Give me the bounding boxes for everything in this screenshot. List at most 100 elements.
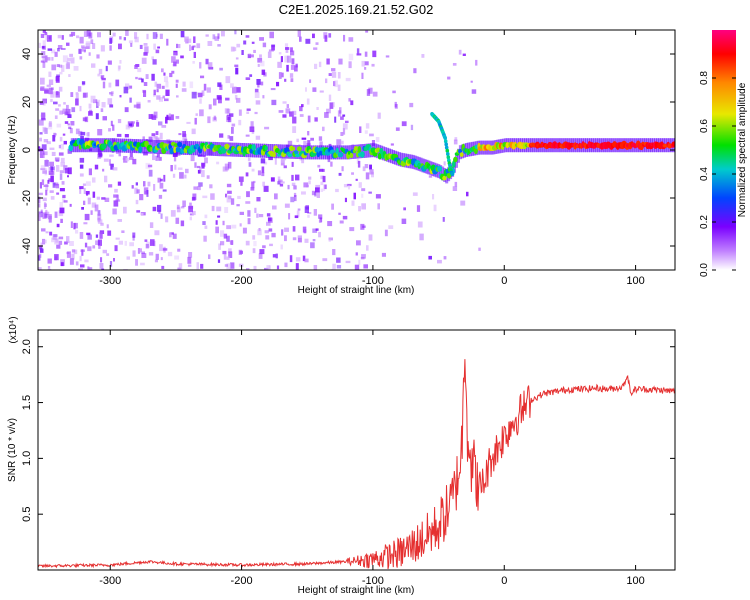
spectrogram-noise-cell xyxy=(175,116,180,119)
spectrogram-noise-cell xyxy=(58,64,63,68)
spectrogram-noise-cell xyxy=(204,225,208,229)
spectrogram-noise-cell xyxy=(60,262,64,267)
spectrogram-noise-cell xyxy=(41,179,45,186)
spectrogram-noise-cell xyxy=(224,264,228,267)
spectrogram-trace-cell xyxy=(272,151,276,158)
spectrogram-noise-cell xyxy=(71,253,75,260)
spectrogram-noise-cell xyxy=(83,50,86,53)
spectrogram-noise-cell xyxy=(118,150,121,157)
spectrogram-y-tick-label: -20 xyxy=(21,190,33,206)
spectrogram-noise-cell xyxy=(156,153,160,158)
spectrogram-noise-cell xyxy=(264,126,270,130)
spectrogram-noise-cell xyxy=(181,206,185,209)
spectrogram-branch-cell xyxy=(443,139,448,144)
spectrogram-noise-cell xyxy=(81,207,84,210)
spectrogram-noise-cell xyxy=(253,241,257,247)
spectrogram-noise-cell xyxy=(332,263,336,270)
spectrogram-noise-cell xyxy=(56,159,60,162)
spectrogram-noise-cell xyxy=(324,35,328,42)
spectrogram-noise-cell xyxy=(59,202,63,209)
spectrogram-noise-cell xyxy=(43,33,48,36)
spectrogram-noise-cell xyxy=(259,54,262,58)
spectrogram-noise-cell xyxy=(75,229,79,234)
spectrogram-noise-cell xyxy=(428,255,432,260)
spectrogram-noise-cell xyxy=(100,45,105,52)
spectrogram-noise-cell xyxy=(187,38,192,43)
spectrogram-trace-halo xyxy=(171,140,175,155)
spectrogram-noise-cell xyxy=(41,144,47,150)
spectrogram-noise-cell xyxy=(354,264,360,270)
spectrogram-noise-cell xyxy=(224,108,229,114)
spectrogram-noise-cell xyxy=(203,235,207,242)
spectrogram-noise-cell xyxy=(359,126,362,133)
spectrogram-noise-cell xyxy=(338,212,341,215)
spectrogram-noise-cell xyxy=(177,248,181,252)
spectrogram-noise-cell xyxy=(355,178,358,181)
spectrogram-noise-cell xyxy=(69,241,74,246)
spectrogram-noise-cell xyxy=(320,188,324,192)
spectrogram-noise-cell xyxy=(83,222,88,225)
spectrogram-noise-cell xyxy=(263,185,269,192)
spectrogram-noise-cell xyxy=(364,130,368,134)
spectrogram-noise-cell xyxy=(77,86,82,92)
spectrogram-noise-cell xyxy=(66,251,71,258)
spectrogram-noise-cell xyxy=(245,35,250,38)
snr-y-multiplier: (x10⁴) xyxy=(8,316,19,343)
spectrogram-noise-cell xyxy=(281,72,284,78)
spectrogram-noise-cell xyxy=(145,74,149,79)
snr-y-axis: 0.5 1.0 1.5 2.0 xyxy=(21,339,675,522)
spectrogram-noise-cell xyxy=(222,220,225,226)
spectrogram-noise-cell xyxy=(293,192,297,197)
spectrogram-noise-cell xyxy=(299,106,303,112)
spectrogram-noise-cell xyxy=(46,141,51,145)
spectrogram-noise-cell xyxy=(49,231,53,236)
spectrogram-noise-cell xyxy=(184,174,187,179)
spectrogram-noise-cell xyxy=(60,143,64,150)
spectrogram-noise-cell xyxy=(64,121,69,124)
spectrogram-noise-cell xyxy=(165,89,170,96)
spectrogram-noise-cell xyxy=(216,206,222,212)
spectrogram-noise-cell xyxy=(299,36,302,42)
spectrogram-noise-cell xyxy=(216,161,220,165)
spectrogram-noise-cell xyxy=(197,169,201,174)
spectrogram-noise-cell xyxy=(51,57,54,61)
spectrogram-noise-cell xyxy=(170,165,173,172)
spectrogram-noise-cell xyxy=(188,206,193,213)
spectrogram-noise-cell xyxy=(228,248,232,253)
spectrogram-noise-cell xyxy=(143,151,148,156)
spectrogram-noise-cell xyxy=(78,268,83,270)
spectrogram-noise-cell xyxy=(153,135,158,139)
spectrogram-noise-cell xyxy=(291,182,296,186)
spectrogram-noise-cell xyxy=(96,54,100,59)
spectrogram-noise-cell xyxy=(206,87,211,93)
spectrogram-noise-cell xyxy=(364,51,368,57)
spectrogram-noise-cell xyxy=(69,128,73,134)
spectrogram-noise-cell xyxy=(262,245,266,249)
spectrogram-noise-cell xyxy=(336,257,341,263)
spectrogram-noise-cell xyxy=(65,108,71,115)
spectrogram-noise-cell xyxy=(375,194,381,199)
spectrogram-noise-cell xyxy=(102,81,106,89)
spectrogram-noise-cell xyxy=(246,268,250,270)
spectrogram-noise-cell xyxy=(40,165,46,170)
spectrogram-noise-cell xyxy=(294,65,298,72)
spectrogram-noise-cell xyxy=(454,181,458,187)
spectrogram-noise-cell xyxy=(314,191,317,197)
spectrogram-trace-cell xyxy=(453,156,458,163)
spectrogram-noise-cell xyxy=(225,97,230,101)
spectrogram-noise-cell xyxy=(107,98,113,105)
spectrogram-noise-cell xyxy=(43,139,49,143)
spectrogram-noise-cell xyxy=(220,241,225,246)
spectrogram-noise-cell xyxy=(307,115,311,123)
spectrogram-noise-cell xyxy=(144,46,149,54)
spectrogram-noise-cell xyxy=(264,269,269,270)
spectrogram-noise-cell xyxy=(231,123,236,127)
spectrogram-noise-cell xyxy=(224,163,230,171)
spectrogram-noise-cell xyxy=(151,133,156,137)
spectrogram-noise-cell xyxy=(57,34,62,39)
spectrogram-noise-cell xyxy=(112,32,116,37)
spectrogram-noise-cell xyxy=(45,209,48,215)
spectrogram-noise-cell xyxy=(50,87,54,91)
spectrogram-noise-cell xyxy=(38,214,41,221)
spectrogram-noise-cell xyxy=(61,35,64,40)
